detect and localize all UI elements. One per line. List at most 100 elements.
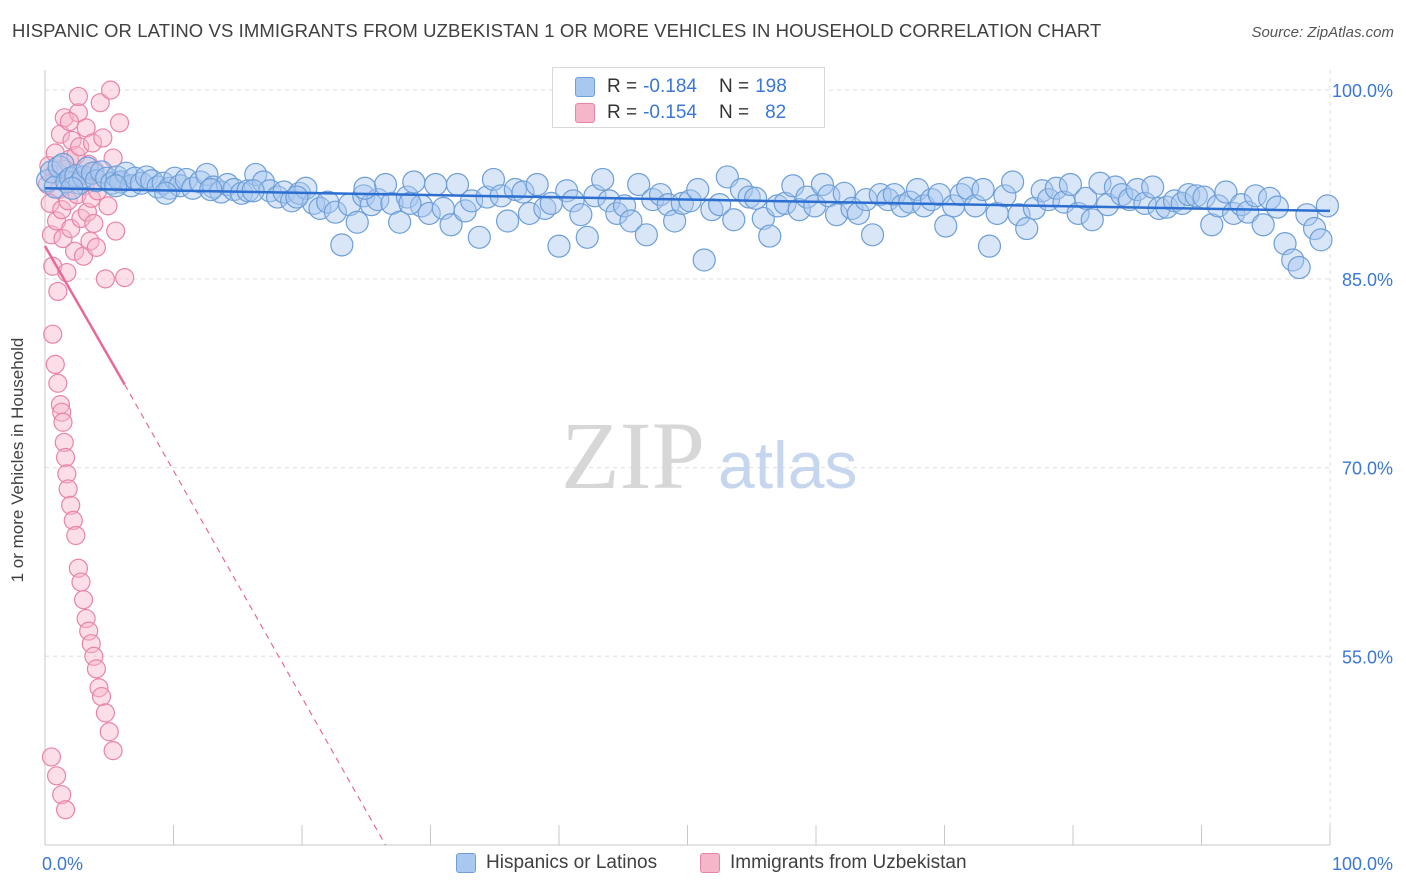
data-point	[73, 590, 94, 610]
data-point	[41, 747, 62, 767]
stats-blue-r-label: R =	[607, 76, 638, 97]
data-point	[1302, 216, 1327, 241]
watermark-atlas: atlas	[718, 428, 857, 502]
data-point	[115, 267, 135, 288]
data-point	[103, 741, 123, 761]
data-point	[612, 194, 637, 218]
data-point	[199, 177, 223, 202]
data-point	[48, 373, 68, 393]
data-point	[100, 80, 121, 100]
data-point	[1125, 177, 1149, 202]
data-point	[1251, 213, 1275, 237]
data-point	[104, 174, 128, 198]
data-point	[388, 210, 412, 234]
data-point	[882, 182, 906, 207]
data-point	[90, 93, 110, 113]
data-point	[84, 213, 104, 234]
trend-line-hispanics	[44, 187, 1331, 213]
data-point	[58, 479, 78, 499]
data-point	[308, 196, 332, 220]
data-point	[285, 185, 309, 209]
data-point	[1088, 171, 1112, 195]
data-point	[71, 572, 91, 592]
data-point	[1044, 176, 1068, 200]
legend-item-hispanics[interactable]: Hispanics or Latinos	[456, 852, 657, 874]
data-point	[1184, 184, 1208, 208]
data-point	[971, 177, 995, 202]
data-point	[46, 766, 67, 786]
y-tick-label: 55.0%	[1342, 647, 1393, 667]
data-point	[154, 181, 178, 205]
data-point	[1214, 180, 1238, 204]
data-point	[1206, 194, 1230, 218]
data-point	[61, 218, 81, 239]
legend-item-uzbekistan[interactable]: Immigrants from Uzbekistan	[700, 852, 967, 874]
data-point	[1007, 203, 1031, 227]
data-point	[591, 167, 615, 192]
data-point	[353, 176, 377, 200]
data-point	[934, 214, 958, 238]
data-point	[86, 237, 107, 257]
chart-title: HISPANIC OR LATINO VS IMMIGRANTS FROM UZ…	[12, 20, 1102, 41]
y-tick-label: 100.0%	[1332, 81, 1393, 101]
data-point	[1281, 248, 1305, 272]
data-point	[1066, 201, 1090, 226]
data-point	[195, 162, 219, 187]
stats-blue-r-value: -0.184	[643, 76, 697, 97]
data-point	[517, 201, 542, 226]
tick-labels: 100.0% 85.0% 70.0% 55.0% 0.0% 100.0%	[42, 81, 1393, 874]
data-point	[84, 646, 104, 666]
legend-swatch-pink	[700, 853, 720, 873]
stats-row-pink: R = -0.154 N = 82	[575, 100, 792, 126]
data-point	[467, 225, 491, 249]
series-hispanics-latinos	[35, 152, 1340, 280]
data-point	[95, 269, 115, 289]
data-point	[1074, 186, 1098, 210]
stats-pink-n-label: N =	[718, 102, 750, 123]
data-point	[737, 185, 761, 209]
data-point	[569, 203, 593, 227]
data-point	[81, 634, 101, 654]
data-point	[1001, 170, 1025, 194]
data-point	[1080, 208, 1104, 232]
data-point	[79, 621, 99, 641]
stats-row-blue: R = -0.184 N = 198	[575, 74, 793, 100]
data-point	[345, 210, 369, 234]
data-point	[402, 170, 426, 194]
data-point	[439, 213, 463, 237]
data-point	[1315, 194, 1340, 218]
data-point	[1243, 184, 1268, 208]
watermark: ZIP atlas	[561, 402, 857, 509]
data-point	[627, 172, 651, 197]
data-point	[496, 209, 520, 233]
bottom-legend: Hispanics or Latinos Immigrants from Uzb…	[0, 852, 1406, 876]
data-point	[99, 722, 119, 742]
data-point	[53, 228, 73, 249]
data-point	[597, 189, 621, 213]
stats-swatch-blue	[575, 77, 595, 97]
data-point	[993, 184, 1017, 208]
trend-line-uzbekistan-extension	[124, 384, 387, 846]
data-point	[91, 686, 112, 707]
data-point	[66, 525, 86, 546]
legend-swatch-blue	[456, 853, 476, 873]
source-label: Source: ZipAtlas.com	[1251, 24, 1394, 41]
data-point	[781, 174, 805, 198]
stats-legend: R = -0.184 N = 198 R = -0.154 N = 82	[552, 67, 825, 128]
data-point	[860, 223, 885, 247]
axes	[44, 70, 1331, 846]
data-point	[68, 86, 89, 107]
data-point	[561, 189, 585, 213]
stats-pink-n-value: 82	[765, 102, 787, 123]
data-point	[54, 432, 74, 453]
data-point	[1022, 196, 1047, 220]
data-point	[758, 224, 782, 248]
legend-label-hispanics: Hispanics or Latinos	[486, 852, 658, 873]
data-point	[54, 108, 74, 128]
x-tick-label: 100.0%	[1332, 854, 1393, 874]
data-point	[352, 184, 376, 208]
data-point	[55, 800, 76, 820]
data-point	[810, 172, 835, 197]
data-point	[63, 510, 83, 531]
